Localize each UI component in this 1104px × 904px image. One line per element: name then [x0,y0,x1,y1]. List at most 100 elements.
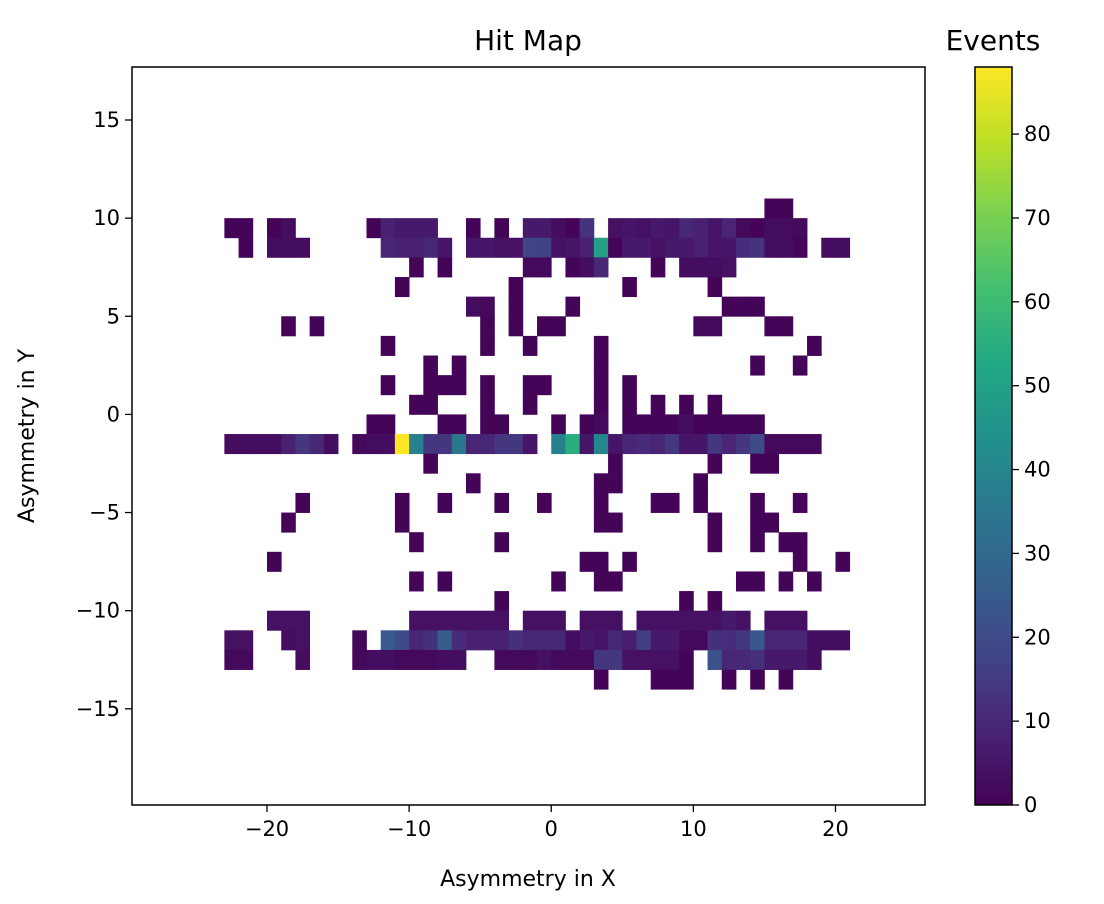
heatmap-cell [778,532,794,553]
heatmap-cell [423,218,438,239]
heatmap-cell [394,512,410,533]
heatmap-cell [636,237,652,258]
heatmap-cell [735,610,751,631]
heatmap-cell [807,335,822,356]
heatmap-cell [224,649,239,670]
heatmap-cell [707,453,723,474]
heatmap-cell [792,630,808,651]
heatmap-cell [352,649,367,670]
heatmap-cell [380,434,396,455]
heatmap-cell [721,218,737,239]
heatmap-cell [366,218,382,239]
heatmap-cell [707,532,723,553]
heatmap-cell [721,237,737,258]
heatmap-cell [778,434,794,455]
heatmap-cell [650,218,666,239]
heatmap-cell [409,649,424,670]
heatmap-cell [750,492,765,513]
y-tick-label: 15 [93,108,120,132]
heatmap-cell [693,492,708,513]
heatmap-cell [679,591,694,612]
heatmap-cell [636,649,652,670]
heatmap-cell [835,630,851,651]
heatmap-cell [423,355,438,376]
x-tick-label: 0 [545,817,558,841]
heatmap-cell [366,434,382,455]
heatmap-cell [707,591,723,612]
heatmap-cell [480,335,495,356]
heatmap-cell [636,434,652,455]
heatmap-cell [764,649,780,670]
heatmap-cell [693,630,708,651]
heatmap-cell [224,218,239,239]
heatmap-cell [579,237,595,258]
heatmap-cell [579,551,595,572]
heatmap-cell [693,257,708,278]
heatmap-cell [565,630,581,651]
heatmap-cell [579,649,595,670]
colorbar-ticks: 0 10 20 30 40 50 60 70 80 [1012,122,1051,817]
heatmap-cell [792,355,808,376]
heatmap-cell [394,277,410,298]
heatmap-cell [778,198,794,219]
heatmap-cell [522,610,538,631]
heatmap-cell [693,473,708,494]
heatmap-cell [608,630,623,651]
heatmap-cell [480,296,495,317]
y-axis-label: Asymmetry in Y [15,348,40,523]
heatmap-cell [593,414,609,435]
heatmap-cell [494,532,509,553]
heatmap-cell [480,630,495,651]
heatmap-cell [494,630,509,651]
heatmap-cell [267,434,282,455]
heatmap-cell [650,492,666,513]
heatmap-cell [551,218,566,239]
heatmap-cell [622,277,637,298]
heatmap-cell [508,277,524,298]
heatmap-cell [423,630,438,651]
heatmap-cell [423,453,438,474]
heatmap-cell [764,237,780,258]
heatmap-cell [451,630,467,651]
heatmap-cell [295,237,311,258]
heatmap-cell [281,610,296,631]
x-tick-label: −20 [245,817,289,841]
heatmap-cell [622,237,637,258]
heatmap-cell [281,630,296,651]
heatmap-cell [721,414,737,435]
heatmap-cell [465,218,481,239]
heatmap-cell [579,630,595,651]
heatmap-cell [750,649,765,670]
y-tick-label: 5 [107,304,120,328]
heatmap-cell [465,434,481,455]
heatmap-cell [664,414,680,435]
heatmap-cell [323,434,339,455]
heatmap-cell [707,316,723,337]
heatmap-cell [608,512,623,533]
colorbar-tick-label: 20 [1024,625,1051,649]
heatmap-cell [494,610,509,631]
heatmap-cell [238,649,254,670]
heatmap-cell [664,649,680,670]
heatmap-cell [451,414,467,435]
heatmap-cell [380,630,396,651]
heatmap-cell [721,296,737,317]
heatmap-cell [593,355,609,376]
heatmap-cell [551,316,566,337]
heatmap-cell [423,649,438,670]
heatmap-cell [480,434,495,455]
heatmap-cell [224,434,239,455]
heatmap-cell [537,649,552,670]
heatmap-cell [664,610,680,631]
heatmap-cell [238,237,254,258]
chart-title: Hit Map [474,24,582,57]
heatmap-cell [650,237,666,258]
heatmap-cell [522,237,538,258]
heatmap-cell [735,414,751,435]
heatmap-cell [608,610,623,631]
heatmap-cell [409,610,424,631]
heatmap-cell [622,649,637,670]
heatmap-cell [735,571,751,592]
heatmap-cell [295,649,311,670]
